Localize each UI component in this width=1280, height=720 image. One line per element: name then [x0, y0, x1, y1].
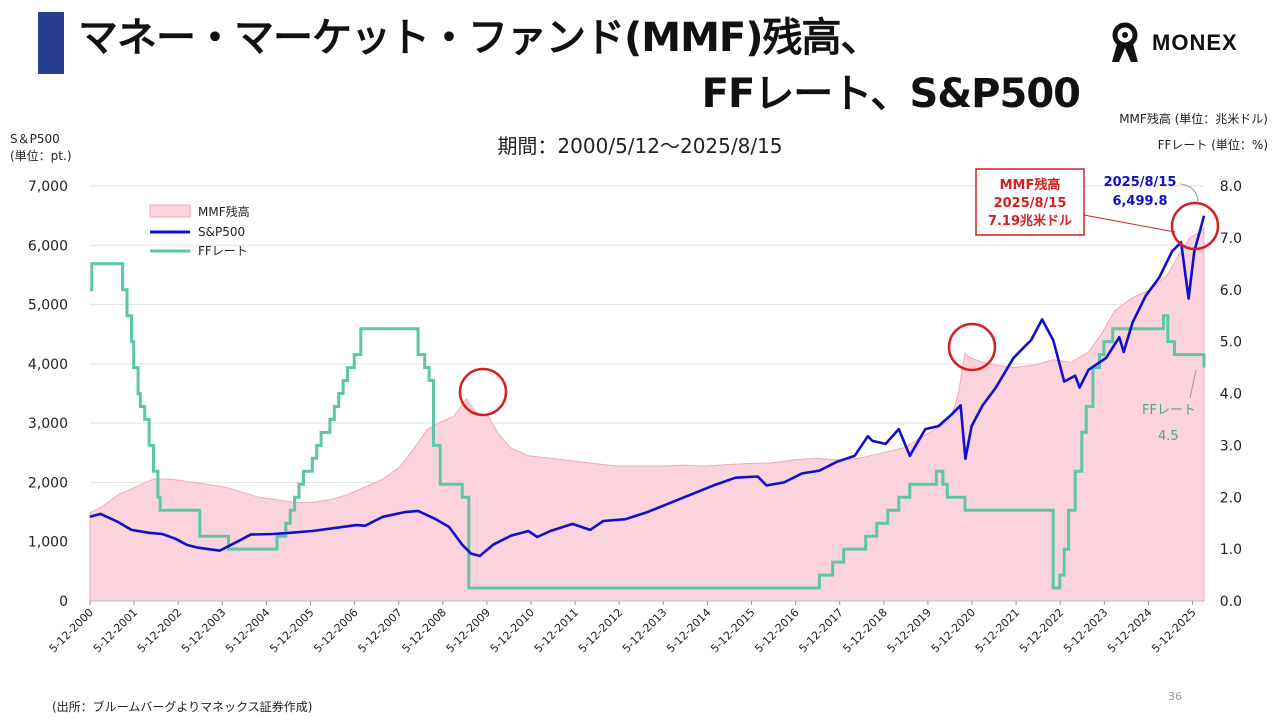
- mmf-callout-text: 2025/8/15: [994, 196, 1067, 211]
- right-tick-label: 0.0: [1220, 594, 1242, 610]
- x-tick-label: 5-12-2003: [179, 606, 228, 655]
- x-tick-label: 5-12-2009: [444, 606, 493, 655]
- highlight-circle-2009: [458, 367, 508, 417]
- x-tick-label: 5-12-2011: [532, 606, 581, 655]
- right-axis-unit-line-2: FFレート (単位：%): [1157, 138, 1268, 152]
- x-tick-label: 5-12-2018: [840, 606, 889, 655]
- x-tick-label: 5-12-2017: [796, 606, 845, 655]
- left-tick-label: 6,000: [28, 238, 68, 254]
- right-axis-unit-line-1: MMF残高 (単位：兆米ドル): [1119, 112, 1268, 126]
- mmf-callout-text: 7.19兆米ドル: [988, 213, 1072, 229]
- x-tick-label: 5-12-2001: [91, 606, 140, 655]
- ff-callout-value: 4.5: [1158, 429, 1179, 444]
- ff-callout-label: FFレート: [1142, 403, 1196, 418]
- right-tick-label: 6.0: [1220, 283, 1242, 299]
- x-tick-label: 5-12-2025: [1149, 606, 1198, 655]
- x-tick-label: 5-12-2008: [399, 606, 448, 655]
- right-tick-label: 1.0: [1220, 542, 1242, 558]
- left-tick-label: 7,000: [28, 179, 68, 195]
- right-tick-label: 7.0: [1220, 231, 1242, 247]
- x-tick-label: 5-12-2002: [135, 606, 184, 655]
- period-label: 期間：2000/5/12～2025/8/15: [497, 134, 783, 158]
- page-number: 36: [1168, 690, 1182, 703]
- right-tick-label: 4.0: [1220, 387, 1242, 403]
- left-axis-unit: S＆P500 (単位：pt.): [10, 131, 72, 165]
- sp500-callout-text: 2025/8/15: [1104, 175, 1177, 190]
- x-tick-label: 5-12-2019: [885, 606, 934, 655]
- title-line-1: マネー・マーケット・ファンド(MMF)残高、: [78, 15, 880, 61]
- legend-label-ff: FFレート: [198, 244, 248, 258]
- x-tick-label: 5-12-2021: [973, 606, 1022, 655]
- right-tick-label: 5.0: [1220, 335, 1242, 351]
- ff-rate-series: [90, 262, 1206, 590]
- page-title: マネー・マーケット・ファンド(MMF)残高、 FFレート、S&P500: [78, 10, 1088, 122]
- left-tick-label: 2,000: [28, 475, 68, 491]
- legend-swatch-mmf: [149, 204, 191, 218]
- right-tick-label: 2.0: [1220, 490, 1242, 506]
- highlight-circle-2025: [1170, 201, 1220, 251]
- x-tick-label: 5-12-2005: [267, 606, 316, 655]
- logo-text: MONEX: [1152, 30, 1238, 55]
- x-tick-label: 5-12-2020: [929, 606, 978, 655]
- left-axis-unit-line-2: (単位：pt.): [10, 149, 72, 163]
- sp500-callout-leader: [1179, 183, 1199, 204]
- left-tick-label: 0: [59, 594, 68, 610]
- left-axis-unit-line-1: S＆P500: [10, 132, 60, 146]
- left-tick-label: 1,000: [28, 535, 68, 551]
- mmf-callout-leader: [1083, 214, 1176, 233]
- monex-logo: MONEX: [1108, 22, 1238, 64]
- legend-label-sp500: S&P500: [198, 225, 245, 239]
- x-tick-label: 5-12-2010: [488, 606, 537, 655]
- x-tick-label: 5-12-2013: [620, 606, 669, 655]
- x-tick-label: 5-12-2022: [1017, 606, 1066, 655]
- x-tick-label: 5-12-2004: [223, 606, 272, 655]
- left-tick-label: 3,000: [28, 416, 68, 432]
- x-tick-label: 5-12-2006: [311, 606, 360, 655]
- left-tick-label: 5,000: [28, 298, 68, 314]
- x-tick-label: 5-12-2012: [576, 606, 625, 655]
- sp500-series: [89, 215, 1206, 558]
- left-tick-label: 4,000: [28, 357, 68, 373]
- highlight-circle-2020: [947, 322, 997, 372]
- right-tick-label: 8.0: [1220, 179, 1242, 195]
- mmf-callout-box: [975, 168, 1085, 236]
- x-tick-label: 5-12-2023: [1061, 606, 1110, 655]
- x-tick-label: 5-12-2000: [47, 606, 96, 655]
- legend-label-mmf: MMF残高: [198, 204, 250, 219]
- sp500-callout-text: 6,499.8: [1112, 194, 1167, 209]
- ff-callout-leader: [1189, 369, 1197, 399]
- x-tick-label: 5-12-2007: [355, 606, 404, 655]
- x-tick-label: 5-12-2015: [708, 606, 757, 655]
- x-tick-label: 5-12-2024: [1105, 606, 1154, 655]
- title-accent-bar: [38, 12, 64, 74]
- right-tick-label: 3.0: [1220, 438, 1242, 454]
- mmf-callout-text: MMF残高: [1000, 177, 1061, 193]
- mmf-area-series: [89, 226, 1205, 602]
- right-axis-unit: MMF残高 (単位：兆米ドル) FFレート (単位：%): [1119, 111, 1268, 154]
- source-note: (出所：ブルームバーグよりマネックス証券作成): [52, 700, 313, 714]
- x-tick-label: 5-12-2016: [752, 606, 801, 655]
- monex-logo-icon: [1112, 22, 1138, 62]
- title-line-2: FFレート、S&P500: [701, 71, 1081, 117]
- x-tick-label: 5-12-2014: [664, 606, 713, 655]
